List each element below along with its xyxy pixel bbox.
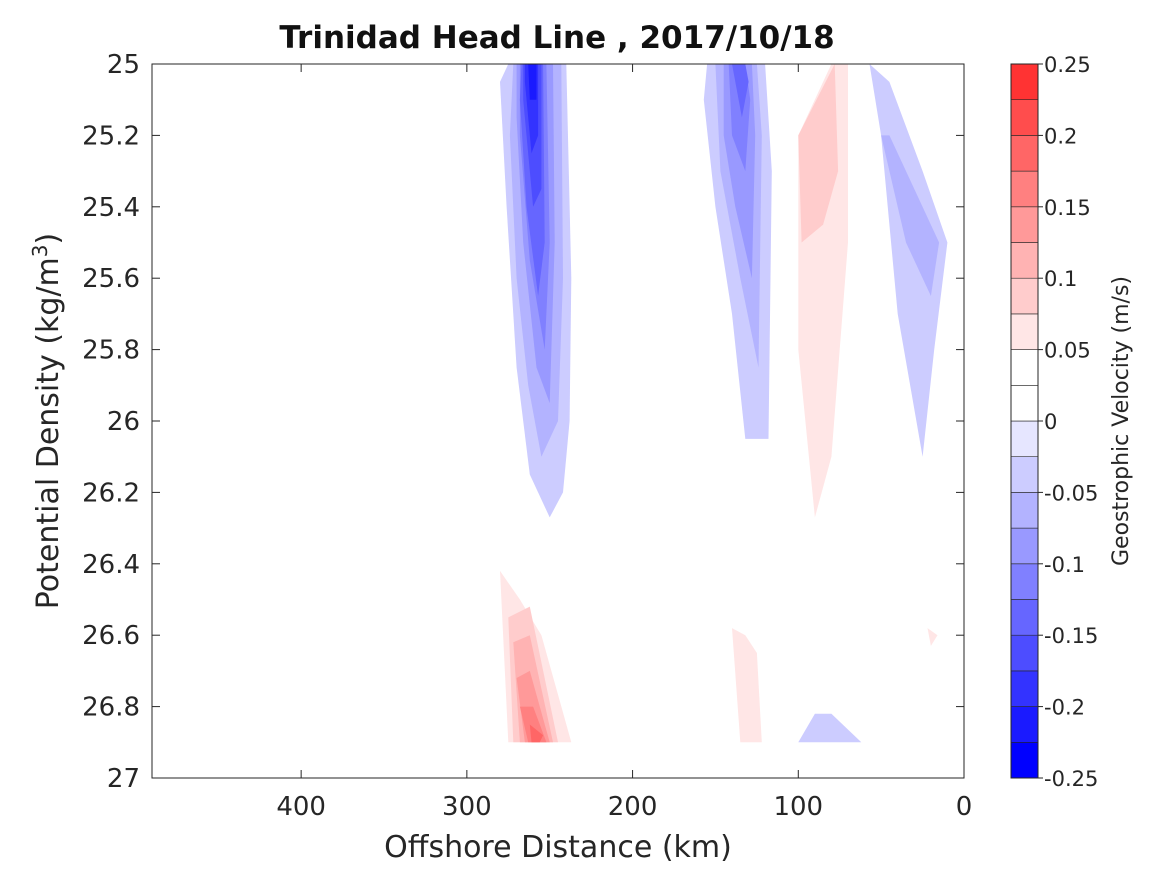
y-tick-label: 25.2 (82, 121, 140, 151)
y-tick-label: 26.2 (82, 478, 140, 508)
colorbar-tick-label: -0.05 (1044, 481, 1098, 505)
colorbar-band (1010, 706, 1039, 743)
colorbar-band (1010, 170, 1039, 208)
colorbar-band (1010, 599, 1039, 636)
y-tick-label: 25.4 (82, 193, 140, 223)
x-tick-label: 100 (773, 792, 823, 822)
x-tick-label: 400 (276, 792, 326, 822)
colorbar-band (1010, 563, 1039, 600)
colorbar-band (1010, 242, 1039, 279)
colorbar-band (1010, 349, 1039, 386)
colorbar-band (1010, 63, 1039, 101)
x-tick-label: 300 (442, 792, 492, 822)
colorbar-tick-label: 0.1 (1044, 267, 1077, 291)
contour-deep-patch-23 (732, 628, 762, 743)
x-axis-ticks: 400 300 200 100 0 (276, 64, 972, 822)
colorbar-tick-label: -0.1 (1044, 553, 1085, 577)
contour-inshore-jet-12 (732, 64, 749, 118)
colorbar-band (1010, 420, 1039, 458)
colorbar-tick-label: 0 (1044, 410, 1057, 434)
colorbar-bands (1010, 63, 1039, 779)
colorbar-band (1010, 670, 1039, 707)
y-tick-label: 26 (107, 407, 140, 437)
chart-title: Trinidad Head Line , 2017/10/18 (279, 20, 834, 56)
colorbar-tick-label: -0.2 (1044, 696, 1085, 720)
contour-nearshore-flow-14 (881, 135, 940, 296)
colorbar-tick-label: -0.25 (1044, 767, 1098, 791)
y-axis-ticks: 25 25.2 25.4 25.6 25.8 26 26.2 26.4 26.6 26.8 27 (82, 50, 964, 794)
y-axis-label: Potential Density (kg/m3) (28, 233, 66, 609)
colorbar-band (1010, 206, 1039, 243)
contour-regions (500, 64, 948, 743)
contour-offshore-jet-core-7 (528, 64, 537, 100)
y-tick-label: 27 (107, 764, 140, 794)
colorbar-band (1010, 313, 1039, 350)
colorbar-tick-label: 0.15 (1044, 196, 1091, 220)
colorbar-tick-label: 0.25 (1044, 53, 1091, 77)
contour-deep-undercurrent-22 (529, 724, 544, 743)
colorbar-tick-label: 0.05 (1044, 339, 1091, 363)
colorbar-band (1010, 456, 1039, 493)
y-tick-label: 26.6 (82, 621, 140, 651)
colorbar-label: Geostrophic Velocity (m/s) (1109, 276, 1134, 566)
x-tick-label: 200 (608, 792, 658, 822)
colorbar-band (1010, 277, 1039, 315)
colorbar-band (1010, 492, 1039, 529)
contour-deep-patch-25 (927, 628, 938, 646)
y-tick-label: 25.8 (82, 336, 140, 366)
y-tick-label: 26.4 (82, 550, 140, 580)
colorbar-band (1010, 527, 1039, 565)
colorbar-band (1010, 384, 1039, 422)
colorbar-band (1010, 741, 1039, 779)
y-tick-label: 25 (107, 50, 140, 80)
x-axis-label: Offshore Distance (km) (384, 830, 732, 865)
colorbar-ticks: 0.25 0.2 0.15 0.1 0.05 0 -0.05 -0.1 -0.15 -0.2 -0.… (1038, 53, 1098, 791)
contour-deep-patch-24 (798, 713, 862, 743)
colorbar: 0.25 0.2 0.15 0.1 0.05 0 -0.05 -0.1 -0.15 -0.2 -0.… (1010, 53, 1134, 791)
y-tick-label: 25.6 (82, 264, 140, 294)
colorbar-band (1010, 135, 1039, 172)
colorbar-tick-label: -0.15 (1044, 624, 1098, 648)
colorbar-tick-label: 0.2 (1044, 124, 1077, 148)
y-tick-label: 26.8 (82, 693, 140, 723)
colorbar-band (1010, 634, 1039, 672)
contour-poleward-flow-16 (798, 64, 839, 243)
colorbar-band (1010, 99, 1039, 136)
plot-area: 400 300 200 100 0 25 25.2 25.4 25.6 25.8 26 26.2 26… (82, 50, 972, 822)
x-tick-label: 0 (956, 792, 973, 822)
